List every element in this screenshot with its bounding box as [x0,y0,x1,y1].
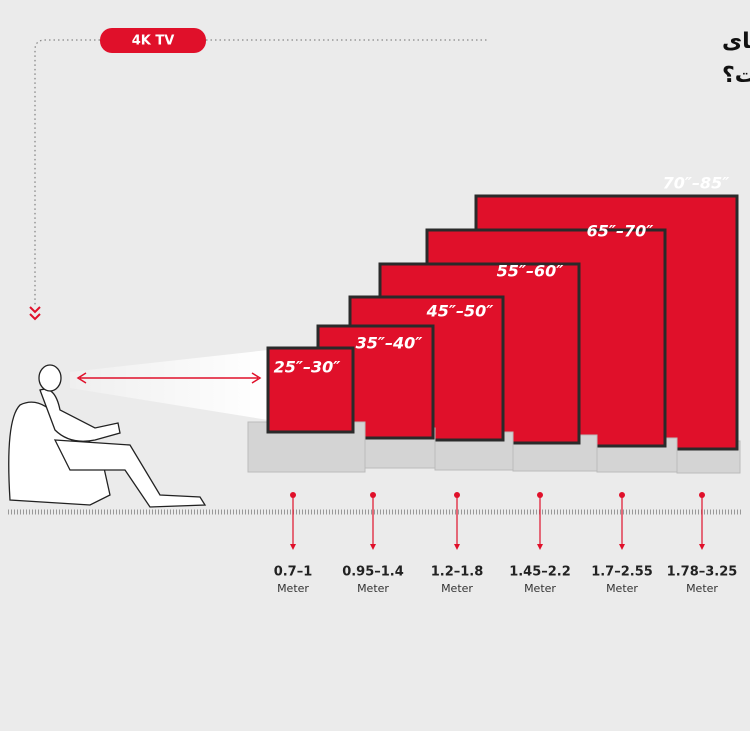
tv-size-label: 70″–85″ [663,174,731,193]
badge [100,28,206,53]
marker-arrow [537,544,543,550]
distance-range: 0.7–1 [274,565,313,580]
marker-arrow [699,544,705,550]
tv-size-label: 45″–50″ [426,302,495,321]
tvs: 25″–30″ 35″–40″45″–50″ 55″–60″ 65″–70″ 70″–8… [247,174,741,474]
distance-unit: Meter [686,582,718,595]
distance-range: 1.7–2.55 [591,565,653,580]
legs [53,439,207,508]
tv-screen [266,346,355,434]
distance-range: 1.78–3.25 [667,565,738,580]
view-arrow [76,372,262,384]
head [38,364,62,392]
dotted-path [34,39,100,305]
tv-size-label: 65″–70″ [587,222,655,241]
tv-size-label: 35″–40″ [356,334,424,353]
distances: 0.7–1 Meter 0.95–1.4 Meter 1.2–1.8 Meter 1.45–… [274,492,738,595]
marker-arrow [619,544,625,550]
title-line: تلویزیون چند متراست؟ [722,63,750,88]
tv-size-label: 55″–60″ [497,262,565,281]
tv-size-label: 25″–30″ [274,358,342,377]
distance-unit: Meter [606,582,638,595]
title-line: بهترین فاصله تماشای [722,29,750,54]
distance-range: 1.45–2.2 [509,565,571,580]
distance-unit: Meter [441,582,473,595]
distance-range: 0.95–1.4 [342,565,404,580]
distance-range: 1.2–1.8 [431,565,484,580]
distance-unit: Meter [277,582,309,595]
distance-unit: Meter [524,582,556,595]
badge-text: 4K TV [132,34,175,49]
marker-arrow [370,544,376,550]
marker-arrow [290,544,296,550]
marker-arrow [454,544,460,550]
view-beam [70,350,268,420]
viewer [8,364,207,508]
distance-unit: Meter [357,582,389,595]
chevrons [29,306,41,321]
